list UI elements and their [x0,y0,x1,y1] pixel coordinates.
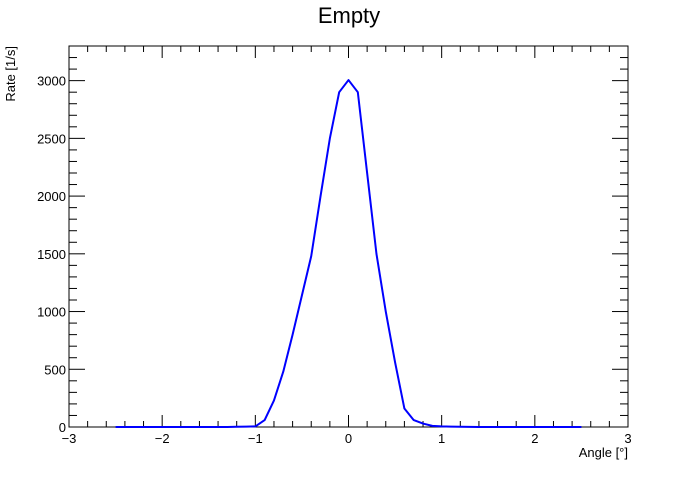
y-tick-label: 2500 [37,131,66,146]
axis-tick-labels: −3 −2 −1 0 1 2 3 0 500 1000 1500 2000 2500 3000 [37,74,632,446]
series-layer [115,79,582,428]
y-axis-label: Rate [1/s] [3,46,18,102]
y-tick-label: 0 [59,420,66,435]
axis-ticks [68,45,629,428]
y-tick-label: 1500 [37,247,66,262]
x-tick-label: 1 [438,431,445,446]
x-tick-label: −3 [62,431,77,446]
y-tick-label: 500 [44,362,66,377]
y-tick-label: 1000 [37,305,66,320]
chart-title: Empty [318,3,380,28]
x-tick-label: 3 [624,431,631,446]
x-tick-label: −1 [248,431,263,446]
x-tick-label: 2 [531,431,538,446]
y-tick-label: 3000 [37,74,66,89]
x-tick-label: −2 [155,431,170,446]
series-line [115,79,582,428]
y-tick-label: 2000 [37,189,66,204]
x-tick-label: 0 [345,431,352,446]
x-axis-label: Angle [°] [579,445,628,460]
